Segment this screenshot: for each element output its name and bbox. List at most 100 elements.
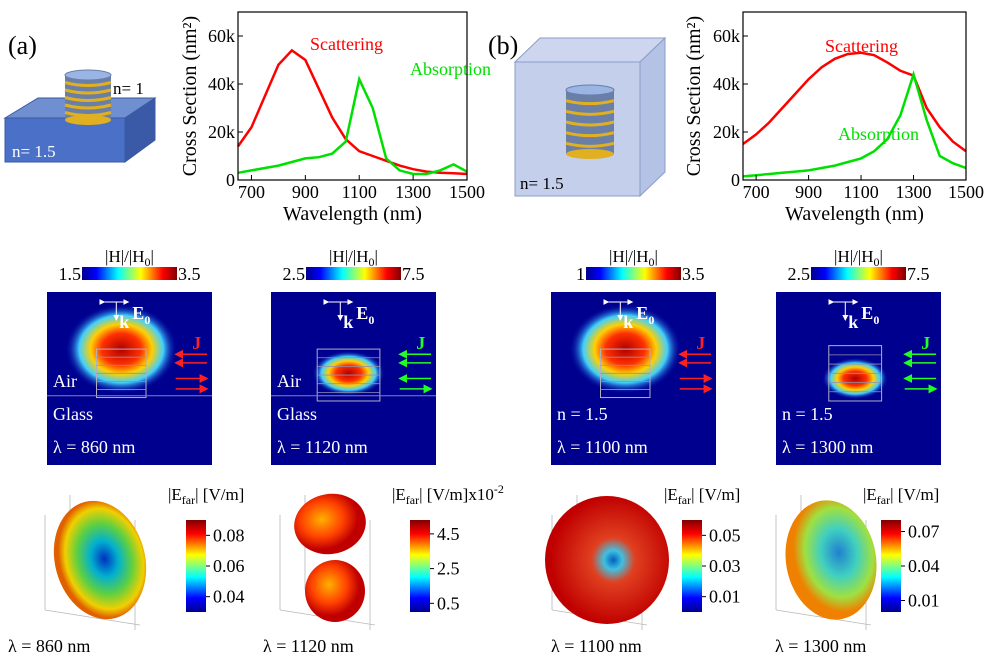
series-label: Scattering [825, 36, 898, 56]
e-subscript: 0 [368, 313, 374, 327]
e-subscript: 0 [648, 313, 654, 327]
series-line [237, 75, 468, 176]
title-tail: | [655, 247, 658, 266]
title-sub: 0 [145, 255, 151, 269]
e-symbol: E [636, 303, 648, 323]
series-line [236, 48, 468, 176]
panel-label: (b) [488, 31, 518, 60]
wireframe [44, 609, 141, 626]
k-label: k [623, 312, 633, 332]
y-tick-label: 40k [713, 74, 740, 94]
upper-medium: Air [53, 371, 77, 391]
wavelength-label: λ = 1100 nm [551, 636, 642, 656]
colorbar-title: |H|/|H0| [834, 247, 883, 269]
colorbar-max: 7.5 [402, 264, 425, 284]
title-sub: 0 [649, 255, 655, 269]
multiplier: x10 [468, 485, 494, 504]
particle-index: n= 1 [113, 79, 144, 98]
x-tick-label: 1300 [896, 182, 932, 202]
x-tick-label: 900 [292, 182, 319, 202]
x-tick-label: 1100 [843, 182, 878, 202]
title-tail: | [375, 247, 378, 266]
particle-body [566, 90, 614, 154]
particle-layer [565, 109, 615, 116]
particle-bottom [65, 115, 111, 125]
particle-layer [64, 88, 112, 95]
series-label: Scattering [310, 34, 383, 54]
colorbar-title: |Efar| [V/m] [168, 485, 244, 507]
colorbar-tick-label: 4.5 [437, 524, 460, 544]
y-tick-label: 0 [226, 170, 235, 190]
e-symbol: E [356, 303, 368, 323]
y-tick-label: 60k [208, 26, 235, 46]
colorbar-tick-label: 0.01 [709, 587, 741, 607]
colorbar [811, 267, 906, 280]
x-tick-label: 1300 [395, 182, 431, 202]
colorbar [410, 520, 430, 612]
title-tail: | [151, 247, 154, 266]
k-label: k [848, 312, 858, 332]
panel-label: (a) [8, 31, 37, 60]
particle-top [565, 84, 615, 96]
colorbar-tick-label: 0.5 [437, 593, 460, 613]
title-head: |E [392, 485, 406, 504]
lower-medium: Glass [277, 404, 317, 424]
k-label: k [343, 312, 353, 332]
colorbar-tick-label: 0.03 [709, 556, 741, 576]
colorbar-tick-label: 2.5 [437, 559, 460, 579]
colorbar-max: 3.5 [682, 264, 705, 284]
colorbar [186, 520, 206, 612]
y-tick-label: 20k [713, 122, 740, 142]
colorbar-title: |Efar| [V/m]x10-2 [392, 482, 504, 507]
y-tick-label: 0 [731, 170, 740, 190]
colorbar [881, 520, 901, 612]
e-subscript: 0 [873, 313, 879, 327]
title-tail: | [V/m] [890, 485, 939, 504]
particle-layer [64, 103, 112, 110]
colorbar [586, 267, 681, 280]
e-symbol: E [132, 303, 144, 323]
lower-medium: n = 1.5 [782, 404, 833, 424]
title-sub: far [678, 493, 691, 507]
k-label: k [119, 312, 129, 332]
colorbar-tick-label: 0.04 [908, 556, 940, 576]
title-tail: | [880, 247, 883, 266]
wavelength-label: λ = 1120 nm [277, 437, 368, 457]
colorbar-title: |H|/|H0| [105, 247, 154, 269]
colorbar-tick-label: 0.06 [213, 556, 245, 576]
e-label: E0 [132, 303, 150, 327]
wavelength-label: λ = 1120 nm [263, 636, 354, 656]
lower-medium: n = 1.5 [557, 404, 608, 424]
particle-layer [565, 131, 615, 138]
title-head: |E [168, 485, 182, 504]
multiplier-exp: -2 [494, 482, 504, 496]
colorbar-title: |H|/|H0| [609, 247, 658, 269]
title-tail: | [V/m] [195, 485, 244, 504]
wavelength-label: λ = 860 nm [8, 636, 90, 656]
e-label: E0 [861, 303, 879, 327]
title-head: |E [664, 485, 678, 504]
title-sub: 0 [369, 255, 375, 269]
colorbar-tick-label: 0.04 [213, 587, 245, 607]
field-hotspot [312, 350, 385, 396]
x-tick-label: 700 [743, 182, 770, 202]
title-head: |E [863, 485, 877, 504]
particle-body [65, 75, 111, 120]
substrate-index: n= 1.5 [12, 142, 56, 161]
colorbar-tick-label: 0.05 [709, 525, 741, 545]
x-tick-label: 700 [238, 182, 265, 202]
x-tick-label: 900 [795, 182, 822, 202]
radiation-pattern [294, 493, 366, 555]
colorbar [682, 520, 702, 612]
wavelength-label: λ = 1300 nm [782, 437, 873, 457]
wavelength-label: λ = 1300 nm [775, 636, 866, 656]
colorbar-title: |Efar| [V/m] [664, 485, 740, 507]
medium-index: n= 1.5 [520, 174, 564, 193]
title-head: |H|/|H [329, 247, 369, 266]
colorbar-max: 3.5 [178, 264, 201, 284]
plot-frame [237, 11, 468, 181]
colorbar-min: 1 [576, 264, 585, 284]
series-line [742, 70, 967, 178]
title-tail: | [V/m] [419, 485, 468, 504]
e-label: E0 [356, 303, 374, 327]
